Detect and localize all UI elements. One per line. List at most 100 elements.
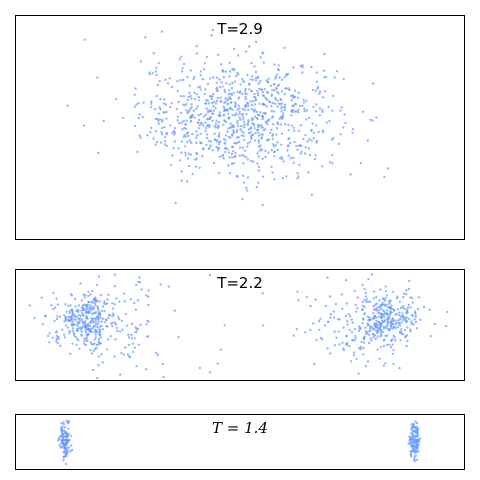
scatter-point: [60, 422, 63, 425]
scatter-point: [290, 109, 293, 112]
scatter-point: [244, 103, 247, 107]
scatter-point: [148, 73, 151, 76]
scatter-point: [78, 317, 82, 320]
scatter-point: [405, 334, 409, 337]
scatter-point: [174, 201, 177, 205]
scatter-point: [193, 116, 196, 119]
scatter-point: [162, 102, 166, 105]
scatter-point: [281, 78, 284, 81]
scatter-point: [60, 446, 63, 449]
scatter-point: [56, 341, 59, 345]
scatter-point: [246, 73, 249, 77]
scatter-point: [389, 307, 393, 310]
scatter-point: [332, 310, 335, 313]
scatter-point: [76, 324, 79, 327]
scatter-point: [127, 343, 131, 347]
scatter-point: [259, 147, 263, 151]
scatter-point: [212, 93, 215, 96]
scatter-point: [303, 107, 306, 111]
scatter-point: [414, 427, 418, 430]
scatter-point: [321, 129, 325, 132]
scatter-point: [262, 102, 265, 106]
scatter-point: [217, 171, 221, 174]
scatter-point: [380, 303, 383, 307]
scatter-point: [133, 301, 136, 305]
scatter-point: [133, 346, 136, 349]
scatter-point: [328, 352, 332, 355]
scatter-point: [50, 304, 53, 307]
scatter-point: [114, 338, 117, 341]
scatter-point: [353, 339, 356, 342]
scatter-point: [362, 110, 365, 114]
scatter-point: [284, 87, 287, 90]
scatter-point: [263, 88, 266, 91]
scatter-point: [80, 333, 83, 336]
scatter-point: [159, 98, 162, 101]
scatter-point: [120, 352, 123, 355]
scatter-point: [407, 287, 411, 291]
scatter-point: [157, 122, 160, 125]
scatter-point: [255, 185, 258, 189]
scatter-point: [414, 434, 417, 437]
scatter-point: [254, 40, 258, 44]
scatter-point: [227, 164, 230, 167]
scatter-point: [229, 122, 232, 125]
scatter-point: [111, 325, 114, 328]
scatter-point: [398, 324, 402, 327]
scatter-point: [107, 338, 110, 341]
scatter-point: [247, 104, 250, 108]
scatter-point: [390, 311, 393, 314]
scatter-point: [180, 121, 183, 124]
scatter-point: [305, 99, 308, 103]
scatter-point: [94, 320, 97, 323]
scatter-point: [242, 134, 245, 138]
scatter-point: [314, 124, 318, 127]
scatter-point: [394, 339, 397, 342]
scatter-point: [387, 327, 390, 330]
scatter-point: [184, 135, 187, 138]
scatter-point: [154, 143, 157, 146]
scatter-point: [196, 105, 199, 108]
scatter-point: [371, 326, 374, 330]
scatter-point: [319, 317, 322, 320]
scatter-point: [222, 113, 226, 117]
scatter-point: [96, 76, 99, 79]
scatter-point: [224, 146, 228, 150]
scatter-point: [236, 119, 239, 122]
scatter-point: [68, 329, 71, 333]
scatter-point: [76, 337, 79, 341]
scatter-point: [218, 86, 221, 89]
scatter-point: [139, 60, 142, 63]
scatter-point: [372, 290, 376, 293]
scatter-point: [92, 325, 96, 328]
scatter-point: [324, 75, 328, 79]
scatter-point: [305, 295, 308, 299]
scatter-point: [351, 321, 354, 324]
scatter-point: [261, 51, 264, 54]
scatter-point: [182, 135, 185, 139]
scatter-point: [90, 352, 94, 355]
scatter-point: [189, 107, 192, 111]
scatter-point: [254, 131, 257, 135]
scatter-point: [338, 318, 341, 321]
scatter-point: [375, 296, 378, 299]
scatter-point: [276, 90, 279, 94]
scatter-point: [416, 307, 420, 310]
scatter-point: [147, 303, 150, 307]
scatter-point: [211, 28, 214, 32]
scatter-point: [242, 162, 245, 165]
scatter-point: [205, 55, 209, 59]
scatter-point: [48, 341, 51, 344]
scatter-point: [311, 88, 315, 92]
scatter-point: [244, 87, 247, 91]
scatter-point: [382, 344, 386, 348]
scatter-point: [141, 116, 144, 119]
scatter-point: [62, 421, 65, 424]
scatter-point: [64, 303, 67, 306]
scatter-point: [228, 156, 231, 159]
scatter-point: [68, 309, 71, 313]
scatter-point: [414, 451, 418, 454]
scatter-point: [229, 172, 232, 175]
scatter-point: [202, 115, 206, 118]
scatter-point: [364, 330, 367, 333]
